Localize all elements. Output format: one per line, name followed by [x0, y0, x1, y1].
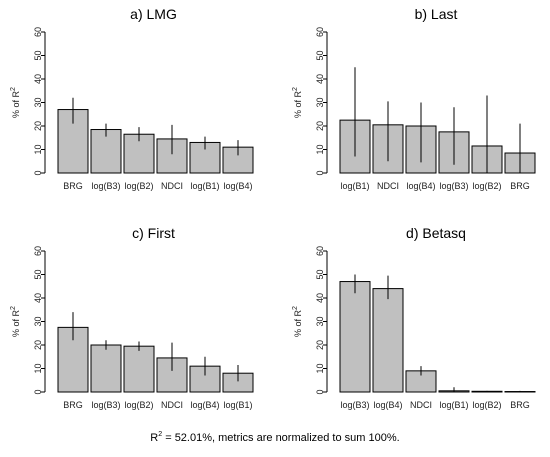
y-tick-label: 20: [33, 340, 43, 350]
caption-text: = 52.01%, metrics are normalized to sum …: [162, 432, 400, 444]
category-label: log(B4): [406, 181, 435, 191]
category-label: log(B1): [190, 181, 219, 191]
caption-superscript: 2: [158, 431, 162, 438]
category-label: NDCI: [377, 181, 399, 191]
category-label: log(B1): [439, 400, 468, 410]
y-tick-label: 10: [315, 144, 325, 154]
y-axis-label: % of R2: [292, 306, 303, 337]
chart-title: d) Betasq: [406, 225, 466, 241]
y-axis-label-superscript: 2: [292, 87, 299, 91]
chart-title: c) First: [132, 225, 175, 241]
bar: [90, 129, 122, 174]
y-tick-label: 60: [315, 246, 325, 256]
chart-panel-1: a) LMG 0 10 20 30 40 50 60 % of R2 BRG log(B3) log(…: [10, 6, 254, 191]
y-tick-label: 30: [33, 97, 43, 107]
category-label: log(B4): [223, 181, 252, 191]
y-axis-label: % of R2: [10, 87, 21, 118]
y-tick-label: 10: [315, 363, 325, 373]
caption-prefix: R: [150, 432, 158, 444]
y-axis-label-text: % of R: [11, 90, 21, 118]
y-tick-label: 40: [33, 74, 43, 84]
y-tick-label: 10: [33, 144, 43, 154]
bar: [372, 288, 404, 393]
y-tick-label: 20: [33, 121, 43, 131]
category-label: log(B2): [124, 181, 153, 191]
category-label: log(B3): [340, 400, 369, 410]
category-label: log(B2): [472, 400, 501, 410]
y-axis-label-superscript: 2: [10, 87, 17, 91]
y-tick-label: 0: [33, 170, 43, 175]
y-axis-label-superscript: 2: [292, 306, 299, 310]
bar: [339, 281, 371, 393]
chart-title: b) Last: [415, 6, 458, 22]
y-tick-label: 0: [33, 389, 43, 394]
category-label: log(B3): [91, 181, 120, 191]
category-label: NDCI: [410, 400, 432, 410]
category-label: NDCI: [161, 400, 183, 410]
category-label: BRG: [510, 181, 530, 191]
y-tick-label: 50: [315, 50, 325, 60]
y-tick-label: 30: [315, 316, 325, 326]
y-axis-label: % of R2: [10, 306, 21, 337]
y-tick-label: 50: [33, 269, 43, 279]
category-label: BRG: [510, 400, 530, 410]
category-label: log(B3): [91, 400, 120, 410]
bar: [90, 344, 122, 393]
y-axis-label-text: % of R: [11, 309, 21, 337]
y-tick-label: 30: [315, 97, 325, 107]
y-tick-label: 40: [315, 74, 325, 84]
figure-caption: R2 = 52.01%, metrics are normalized to s…: [150, 431, 399, 444]
category-label: log(B1): [223, 400, 252, 410]
y-tick-label: 30: [33, 316, 43, 326]
category-label: log(B2): [124, 400, 153, 410]
y-tick-label: 40: [33, 293, 43, 303]
category-label: log(B4): [190, 400, 219, 410]
chart-panel-4: d) Betasq 0 10 20 30 40 50 60 % of R2 log(B3) log(…: [292, 225, 536, 410]
chart-title: a) LMG: [130, 6, 177, 22]
y-tick-label: 60: [33, 27, 43, 37]
y-tick-label: 20: [315, 121, 325, 131]
bar: [123, 133, 155, 174]
category-label: log(B3): [439, 181, 468, 191]
y-tick-label: 60: [33, 246, 43, 256]
y-tick-label: 50: [315, 269, 325, 279]
y-axis-label-superscript: 2: [10, 306, 17, 310]
y-tick-label: 10: [33, 363, 43, 373]
category-label: BRG: [63, 181, 83, 191]
y-tick-label: 0: [315, 170, 325, 175]
category-label: log(B1): [340, 181, 369, 191]
y-tick-label: 40: [315, 293, 325, 303]
y-axis-label-text: % of R: [293, 90, 303, 118]
chart-panel-3: c) First 0 10 20 30 40 50 60 % of R2 BRG log(B3) lo…: [10, 225, 254, 410]
chart-panel-2: b) Last 0 10 20 30 40 50 60 % of R2 log(B1) NDCI lo…: [292, 6, 536, 191]
y-axis-label: % of R2: [292, 87, 303, 118]
category-label: NDCI: [161, 181, 183, 191]
bar: [222, 146, 254, 174]
y-tick-label: 50: [33, 50, 43, 60]
bar: [123, 345, 155, 393]
category-label: log(B4): [373, 400, 402, 410]
y-axis-label-text: % of R: [293, 309, 303, 337]
category-label: BRG: [63, 400, 83, 410]
y-tick-label: 20: [315, 340, 325, 350]
y-tick-label: 60: [315, 27, 325, 37]
y-tick-label: 0: [315, 389, 325, 394]
category-label: log(B2): [472, 181, 501, 191]
